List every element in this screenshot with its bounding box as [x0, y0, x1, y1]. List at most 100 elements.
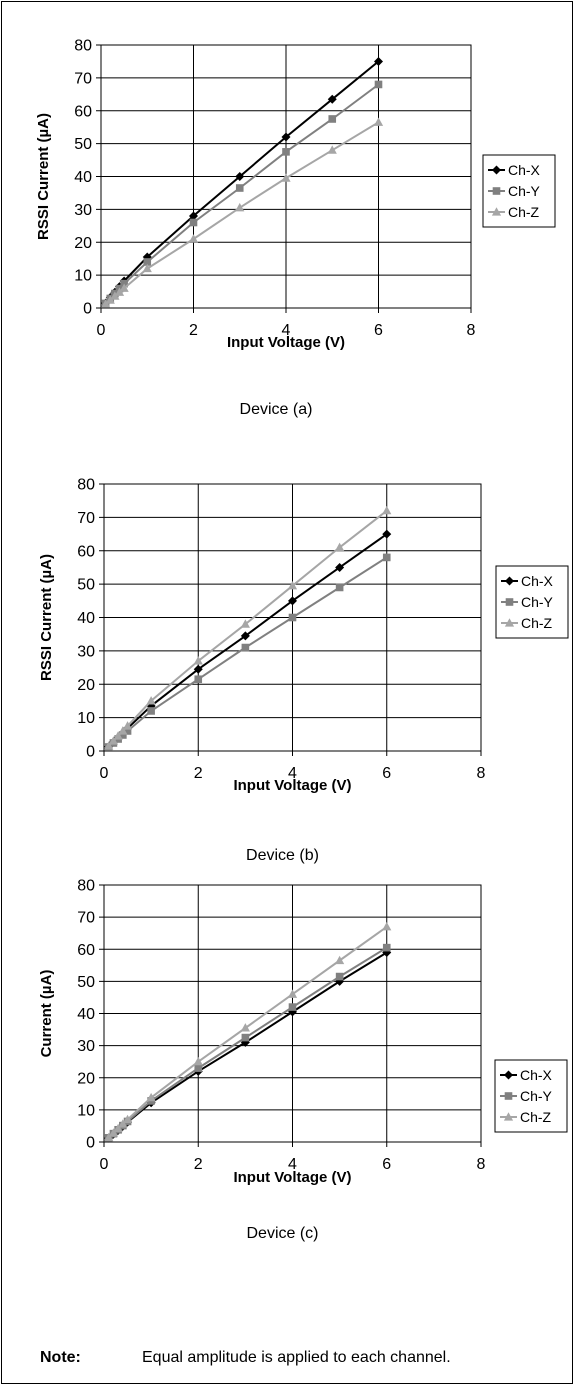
x-tick-label: 2	[194, 1156, 203, 1173]
y-axis-label: Current (µA)	[38, 970, 55, 1058]
x-tick-label: 0	[97, 322, 106, 339]
point-square	[382, 553, 391, 562]
legend: Ch-X Ch-Y Ch-Z	[495, 565, 569, 639]
point-square	[147, 707, 155, 715]
point-square	[374, 80, 383, 89]
y-tick-label: 10	[77, 710, 95, 727]
point-square	[119, 731, 127, 739]
point-square	[505, 598, 514, 606]
legend-label: Ch-X	[520, 1067, 553, 1083]
point-square	[328, 115, 337, 123]
point-triangle	[373, 117, 384, 126]
point-diamond	[193, 664, 203, 674]
legend-item: Ch-X	[488, 162, 541, 178]
point-triangle	[105, 295, 115, 304]
point-triangle	[281, 173, 291, 182]
point-square	[143, 258, 152, 266]
point-triangle	[193, 656, 203, 665]
chart-caption: Device (c)	[246, 1225, 318, 1242]
y-axis-label: RSSI Current (µA)	[35, 113, 52, 240]
point-triangle	[118, 726, 128, 735]
x-tick-label: 6	[382, 765, 391, 782]
point-triangle	[142, 263, 152, 273]
y-tick-label: 80	[74, 38, 92, 55]
y-tick-label: 70	[77, 910, 95, 927]
legend-item: Ch-Y	[501, 594, 554, 610]
series-ch-z	[104, 921, 392, 1142]
point-diamond	[281, 132, 291, 142]
point-triangle	[287, 989, 298, 998]
point-diamond	[505, 576, 514, 586]
point-triangle	[122, 1114, 133, 1124]
y-tick-label: 70	[74, 70, 92, 87]
series-ch-z	[101, 117, 384, 308]
point-triangle	[122, 721, 133, 730]
y-tick-label: 50	[77, 577, 95, 594]
point-triangle	[119, 283, 129, 292]
y-tick-label: 40	[77, 610, 95, 627]
point-square	[123, 727, 132, 735]
y-tick-label: 40	[77, 1006, 95, 1023]
legend-item: Ch-Z	[500, 1109, 552, 1125]
point-triangle	[382, 921, 392, 931]
point-diamond	[382, 529, 392, 539]
point-square	[335, 583, 344, 592]
y-tick-label: 0	[86, 744, 95, 761]
chart-caption: Device (b)	[246, 847, 319, 864]
chart-2: 0 10 20 30 40 50 60 70 80 0 2 4 6 8 Input Voltage (V) R…	[38, 477, 569, 864]
x-tick-label: 4	[288, 1156, 297, 1173]
x-axis-label: Input Voltage (V)	[227, 334, 345, 351]
point-square	[288, 613, 297, 622]
legend-label: Ch-Y	[520, 1088, 553, 1104]
y-tick-label: 10	[74, 268, 92, 285]
point-square	[492, 187, 501, 195]
y-tick-label: 40	[74, 169, 92, 186]
point-square	[189, 218, 198, 227]
chart-3: 0 10 20 30 40 50 60 70 80 0 2 4 6 8 Input Voltage (V) C…	[38, 878, 568, 1242]
y-tick-label: 20	[77, 1070, 95, 1087]
y-tick-label: 30	[77, 1038, 95, 1055]
point-triangle	[235, 202, 245, 212]
point-diamond	[335, 562, 345, 572]
point-triangle	[118, 1119, 128, 1128]
point-triangle	[503, 1112, 514, 1121]
point-diamond	[374, 56, 383, 66]
point-diamond	[288, 596, 297, 606]
point-square	[194, 1064, 203, 1072]
y-tick-label: 50	[77, 974, 95, 991]
y-tick-label: 10	[77, 1102, 95, 1119]
x-tick-label: 8	[467, 322, 476, 339]
y-axis-label: RSSI Current (µA)	[38, 554, 55, 681]
point-triangle	[108, 1128, 119, 1137]
point-triangle	[114, 287, 125, 296]
y-tick-label: 70	[77, 510, 95, 527]
point-triangle	[108, 736, 119, 745]
point-triangle	[240, 619, 250, 628]
y-tick-label: 50	[74, 136, 92, 153]
legend-label: Ch-X	[521, 573, 554, 589]
point-square	[504, 1092, 513, 1100]
point-square	[194, 675, 203, 684]
legend-label: Ch-Y	[508, 183, 541, 199]
point-triangle	[240, 1023, 250, 1032]
legend: Ch-X Ch-Y Ch-Z	[494, 1059, 568, 1133]
point-triangle	[104, 741, 114, 750]
series-ch-z	[104, 505, 392, 750]
point-triangle	[491, 207, 502, 216]
point-square	[282, 148, 290, 156]
point-triangle	[146, 1092, 156, 1102]
note-label: Note:	[40, 1349, 81, 1366]
x-tick-label: 4	[282, 322, 291, 339]
x-tick-label: 8	[477, 765, 486, 782]
x-tick-label: 2	[194, 765, 203, 782]
legend-item: Ch-Y	[500, 1088, 553, 1104]
point-triangle	[504, 618, 515, 627]
point-triangle	[188, 234, 199, 243]
y-tick-label: 80	[77, 477, 95, 494]
point-triangle	[110, 291, 120, 300]
x-axis-label: Input Voltage (V)	[233, 1169, 351, 1186]
legend-label: Ch-X	[508, 162, 541, 178]
legend-item: Ch-Y	[488, 183, 541, 199]
point-diamond	[492, 165, 501, 175]
